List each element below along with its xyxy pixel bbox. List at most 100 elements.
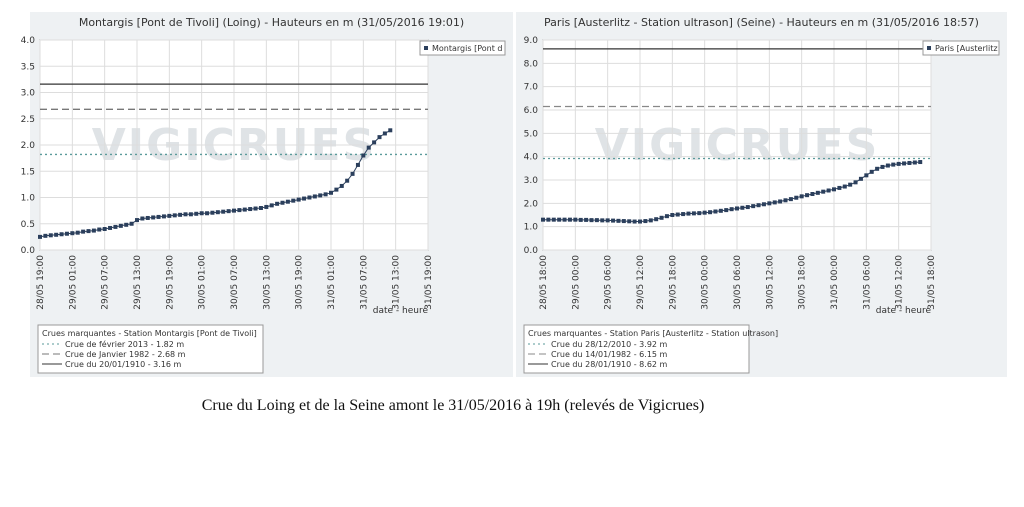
data-point	[307, 195, 312, 200]
data-point	[135, 218, 139, 223]
y-tick-label: 0.5	[21, 220, 35, 230]
data-point	[761, 202, 766, 207]
data-point	[361, 153, 366, 158]
data-point	[334, 187, 339, 192]
y-tick-label: 4.0	[524, 153, 539, 163]
data-point	[638, 219, 642, 224]
data-point	[557, 217, 562, 222]
y-tick-label: 8.0	[524, 59, 539, 69]
caption: Crue du Loing et de la Seine amont le 31…	[201, 397, 705, 414]
y-tick-label: 6.0	[524, 106, 539, 116]
data-point	[708, 210, 713, 215]
legend-box	[922, 40, 1000, 56]
data-point	[178, 212, 183, 217]
data-point	[578, 217, 583, 222]
x-tick-label: 29/05 06:00	[604, 255, 614, 310]
data-point	[242, 207, 247, 212]
y-tick-label: 1.5	[21, 167, 35, 177]
reference-title: Crues marquantes - Station Paris [Auster…	[528, 329, 778, 338]
data-point	[751, 204, 756, 209]
data-point	[108, 225, 113, 230]
data-point	[815, 190, 820, 195]
x-tick-label: 30/05 18:00	[798, 255, 808, 310]
data-point	[215, 210, 220, 215]
data-point	[573, 217, 578, 222]
charts: Montargis [Pont de Tivoli] (Loing) - Hau…	[21, 12, 1007, 377]
x-tick-label: 30/05 06:00	[733, 255, 743, 310]
data-point	[43, 233, 48, 238]
data-point	[794, 195, 799, 200]
data-point	[600, 218, 605, 223]
data-point	[318, 193, 323, 198]
data-point	[788, 197, 793, 202]
data-point	[64, 231, 69, 236]
x-tick-label: 30/05 00:00	[701, 255, 711, 310]
data-point	[821, 189, 826, 194]
reference-label: Crue du 28/01/1910 - 8.62 m	[551, 360, 668, 369]
y-tick-label: 0.0	[524, 246, 539, 256]
data-point	[837, 185, 842, 190]
data-point	[783, 198, 788, 203]
data-point	[869, 169, 874, 174]
data-point	[188, 212, 193, 217]
x-tick-label: 31/05 06:00	[862, 255, 872, 310]
x-tick-label: 28/05 19:00	[36, 255, 46, 310]
data-point	[345, 178, 350, 183]
data-point	[648, 218, 653, 223]
data-point	[151, 215, 156, 220]
x-tick-label: 31/05 07:00	[359, 255, 369, 310]
y-tick-label: 3.0	[524, 176, 539, 186]
reference-label: Crue de février 2013 - 1.82 m	[65, 339, 184, 349]
data-point	[659, 215, 664, 220]
chart-title: Paris [Austerlitz - Station ultrason] (S…	[544, 16, 979, 29]
x-tick-label: 31/05 18:00	[927, 255, 937, 310]
data-point	[772, 200, 777, 205]
x-tick-label: 31/05 12:00	[895, 255, 905, 310]
data-point	[654, 217, 659, 222]
data-point	[366, 145, 371, 150]
x-tick-label: 30/05 07:00	[230, 255, 240, 310]
data-point	[194, 211, 199, 216]
x-tick-label: 31/05 19:00	[424, 255, 434, 310]
data-point	[616, 218, 621, 223]
data-point	[91, 228, 96, 233]
data-point	[377, 135, 382, 140]
x-tick-label: 31/05 13:00	[392, 255, 402, 310]
data-point	[59, 232, 64, 237]
data-point	[237, 208, 242, 213]
data-point	[885, 163, 890, 168]
y-tick-label: 3.5	[21, 62, 35, 72]
data-point	[902, 161, 907, 166]
data-point	[226, 209, 231, 214]
data-point	[664, 214, 669, 219]
data-point	[713, 209, 718, 214]
data-point	[907, 160, 912, 165]
data-point	[735, 206, 739, 211]
chart-title: Montargis [Pont de Tivoli] (Loing) - Hau…	[79, 16, 464, 29]
data-point	[253, 206, 258, 211]
data-point	[675, 212, 680, 217]
data-point	[718, 208, 723, 213]
x-tick-label: 29/05 01:00	[68, 255, 78, 310]
data-point	[691, 211, 696, 216]
reference-label: Crue du 14/01/1982 - 6.15 m	[551, 350, 668, 359]
data-point	[875, 166, 880, 171]
data-point	[767, 201, 772, 206]
data-point	[853, 180, 858, 185]
data-point	[167, 213, 172, 218]
x-tick-label: 29/05 00:00	[571, 255, 581, 310]
data-point	[589, 218, 594, 223]
y-tick-label: 4.0	[21, 36, 36, 46]
data-point	[643, 219, 648, 224]
y-tick-label: 9.0	[524, 36, 539, 46]
data-point	[355, 162, 360, 167]
data-point	[382, 131, 387, 136]
data-point	[172, 213, 177, 218]
data-point	[805, 193, 810, 198]
data-point	[848, 182, 853, 187]
x-tick-label: 29/05 18:00	[668, 255, 678, 310]
data-point	[729, 207, 734, 212]
reference-box	[523, 324, 750, 374]
x-tick-label: 30/05 13:00	[262, 255, 272, 310]
data-point	[912, 160, 917, 165]
